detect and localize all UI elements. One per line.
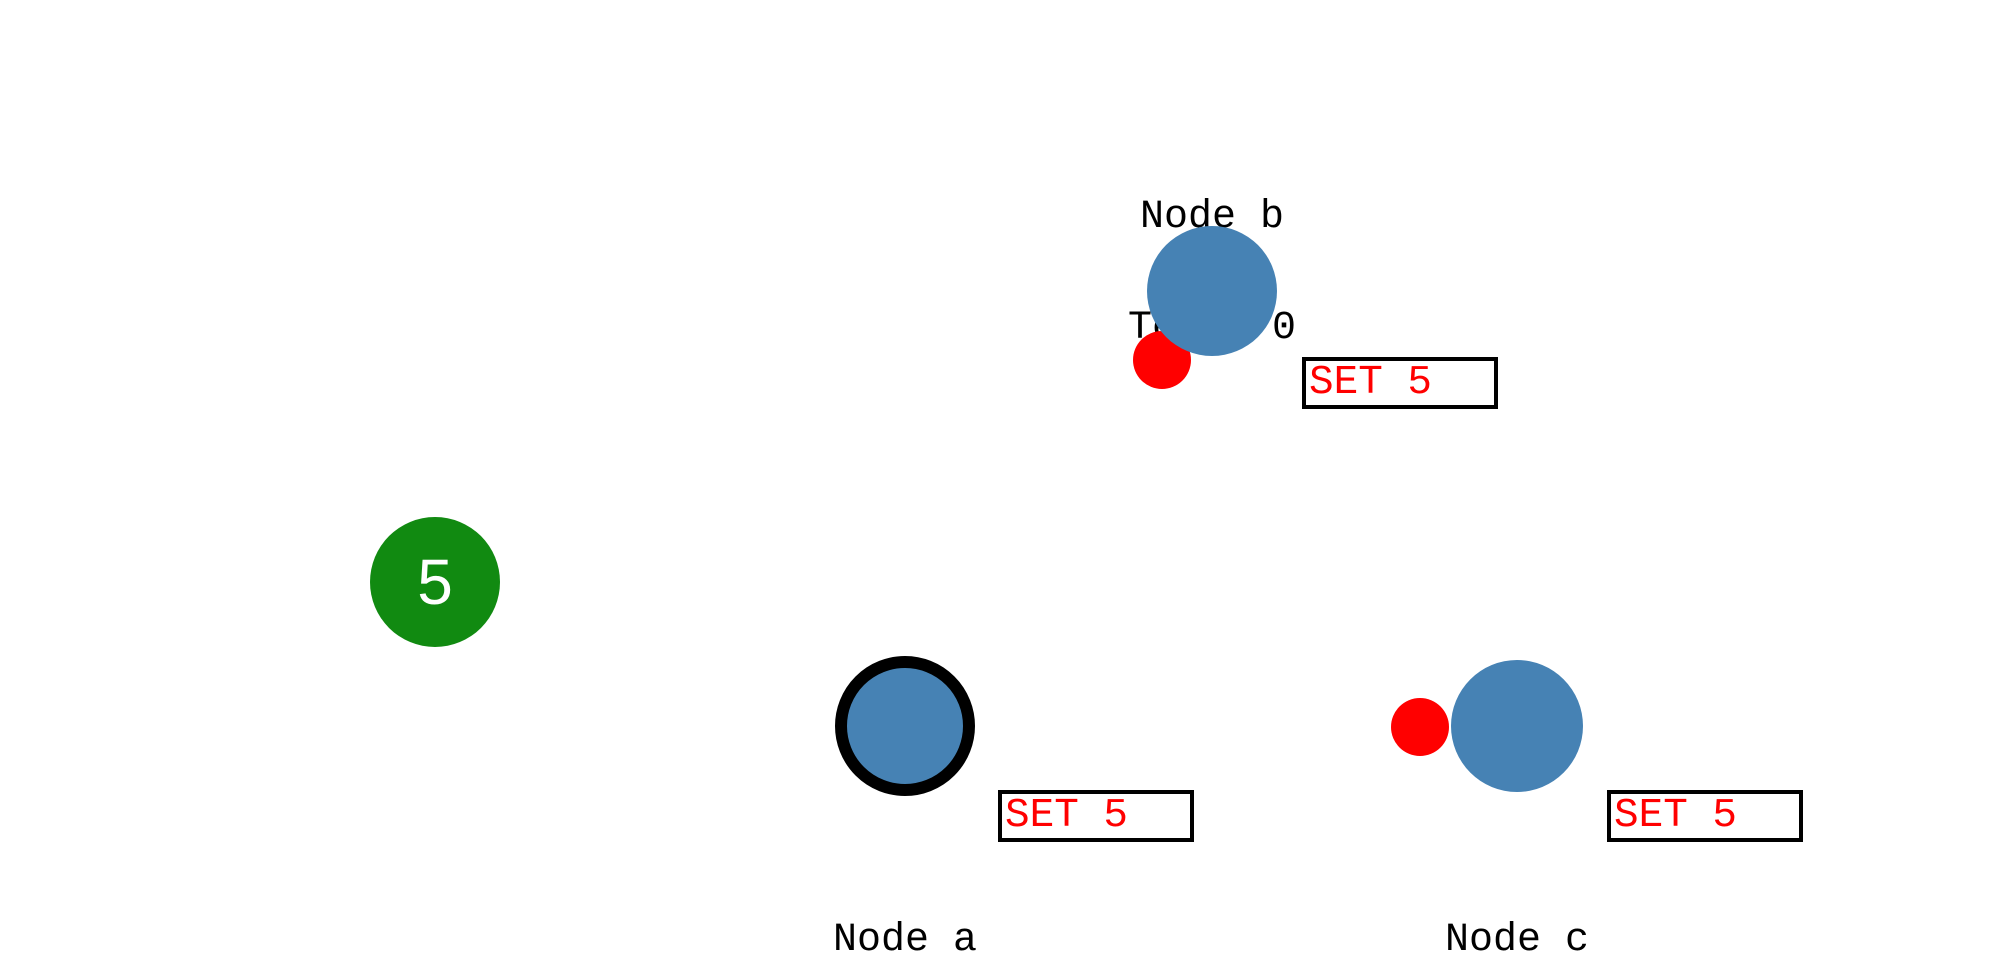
- node-a-leader-circle: [835, 656, 975, 796]
- node-a-command-box: SET 5: [998, 790, 1194, 842]
- node-c-label: Node c Term: 0: [1357, 848, 1677, 975]
- node-a-command-text: SET 5: [1005, 792, 1129, 839]
- node-c-message-circle: [1391, 698, 1449, 756]
- node-a-label: Node a Term: 0: [745, 848, 1065, 975]
- node-b-command-box: SET 5: [1302, 357, 1498, 409]
- node-b-command-text: SET 5: [1309, 359, 1433, 406]
- node-a-name: Node a: [832, 918, 978, 963]
- node-c-command-text: SET 5: [1614, 792, 1738, 839]
- node-c-command-box: SET 5: [1607, 790, 1803, 842]
- node-b-circle: [1147, 226, 1277, 356]
- client-value-circle: 5: [370, 517, 500, 647]
- node-c-circle: [1451, 660, 1583, 792]
- node-c-name: Node c: [1444, 918, 1590, 963]
- client-value-text: 5: [417, 546, 453, 618]
